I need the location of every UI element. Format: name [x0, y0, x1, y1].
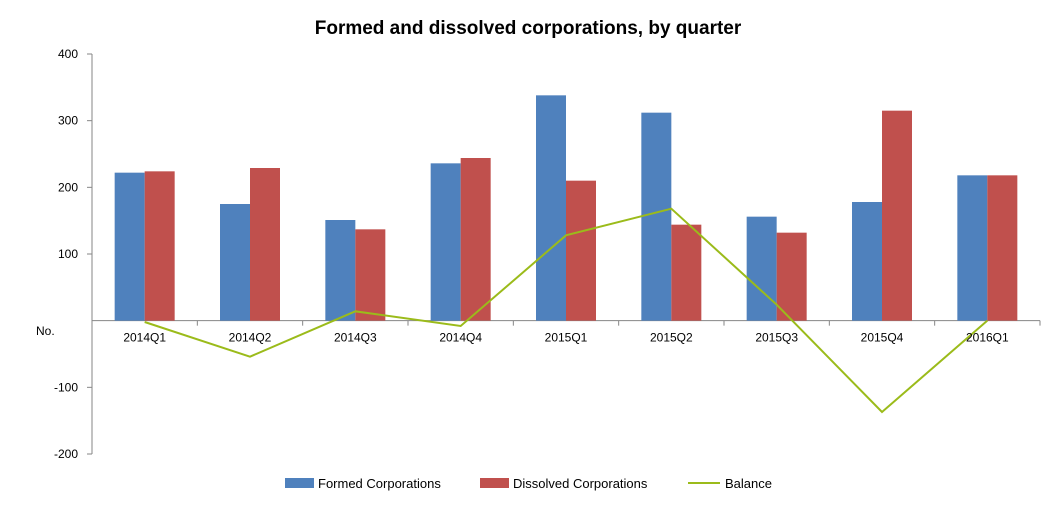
- y-axis-label: No.: [36, 324, 55, 338]
- x-tick-labels: 2014Q1 2014Q2 2014Q3 2014Q4 2015Q1 2015Q2 2015…: [123, 331, 1009, 345]
- x-tick-label: 2015Q1: [545, 331, 588, 345]
- bar-formed-corporations-2016Q1: [957, 175, 988, 321]
- bar-formed-corporations-2014Q4: [430, 163, 461, 321]
- x-tick-label: 2015Q2: [650, 331, 693, 345]
- bar-formed-corporations-2015Q3: [746, 216, 777, 321]
- bar-dissolved-corporations-2015Q3: [776, 232, 807, 321]
- y-tick-label: 300: [58, 114, 78, 128]
- bar-formed-corporations-2014Q2: [220, 204, 250, 321]
- balance-line-group: [144, 207, 988, 414]
- x-tick-label: 2014Q4: [439, 331, 482, 345]
- x-tick-label: 2015Q3: [755, 331, 798, 345]
- bar-dissolved-corporations-2014Q4: [460, 158, 491, 321]
- series-line-balance: [144, 207, 988, 414]
- legend-swatch-formed-corporations: [285, 478, 314, 488]
- legend-label-balance: Balance: [725, 476, 772, 491]
- x-tick-label: 2014Q2: [229, 331, 272, 345]
- bar-dissolved-corporations-2015Q2: [671, 224, 702, 321]
- bar-dissolved-corporations-2016Q1: [987, 175, 1018, 321]
- bar-formed-corporations-2015Q2: [641, 112, 672, 321]
- bar-dissolved-corporations-2014Q2: [250, 168, 280, 321]
- bar-formed-corporations-2015Q1: [536, 95, 566, 321]
- chart-title: Formed and dissolved corporations, by qu…: [315, 18, 742, 39]
- legend-swatch-dissolved-corporations: [480, 478, 509, 488]
- bars: [114, 95, 1018, 321]
- y-tick-label: 100: [58, 247, 78, 261]
- y-tick-label: -100: [54, 380, 78, 394]
- y-tick-label: -200: [54, 447, 78, 461]
- y-tick-label: 400: [58, 47, 78, 61]
- legend-label-formed-corporations: Formed Corporations: [318, 476, 441, 491]
- y-tick-label: 200: [58, 180, 78, 194]
- legend-label-dissolved-corporations: Dissolved Corporations: [513, 476, 648, 491]
- bar-formed-corporations-2014Q1: [114, 172, 145, 321]
- bar-formed-corporations-2015Q4: [852, 202, 882, 321]
- x-tick-label: 2014Q1: [123, 331, 166, 345]
- x-tick-label: 2014Q3: [334, 331, 377, 345]
- bar-dissolved-corporations-2014Q3: [355, 229, 386, 321]
- bar-dissolved-corporations-2015Q1: [566, 180, 596, 321]
- bar-dissolved-corporations-2015Q4: [882, 110, 912, 321]
- bar-dissolved-corporations-2014Q1: [144, 171, 175, 321]
- x-tick-label: 2015Q4: [861, 331, 904, 345]
- x-tick-label: 2016Q1: [966, 331, 1009, 345]
- bar-formed-corporations-2014Q3: [325, 220, 356, 321]
- legend: Formed Corporations Dissolved Corporation…: [285, 476, 772, 491]
